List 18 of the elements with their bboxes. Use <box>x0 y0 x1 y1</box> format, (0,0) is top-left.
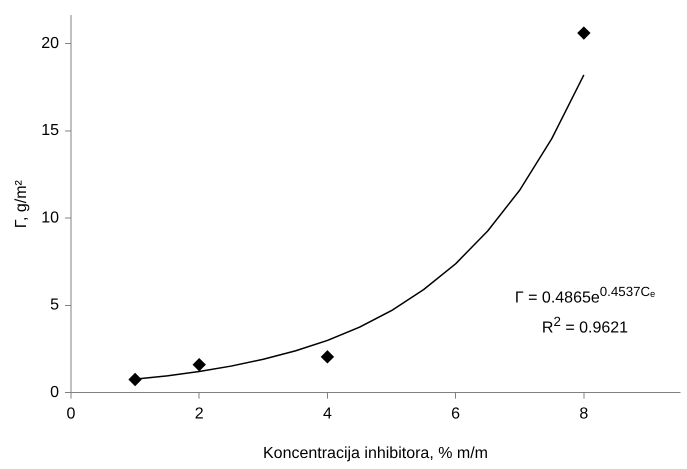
y-tick-label: 0 <box>50 384 60 402</box>
point <box>128 373 142 386</box>
y-tick-label: 15 <box>41 122 60 140</box>
x-tick-label: 6 <box>451 406 460 423</box>
y-tick-label: 10 <box>41 209 60 226</box>
x-tick-label: 2 <box>194 406 204 423</box>
x-tick-label: 8 <box>579 406 588 423</box>
point <box>577 26 590 40</box>
point <box>320 350 334 364</box>
annotation: Γ = 0.4865e$^{0.4537Cₑ}$ <box>514 283 656 308</box>
x-tick-label: 4 <box>322 406 332 423</box>
x-tick-label: 0 <box>66 406 76 423</box>
annotation: R$^{2}$ = 0.9621 <box>540 313 630 339</box>
y-axis-title: Γ, g/m² <box>13 179 30 228</box>
point <box>192 358 206 372</box>
y-tick-label: 5 <box>50 296 60 314</box>
y-tick-label: 20 <box>41 34 60 52</box>
x-axis-title: Koncentracija inhibitora, % m/m <box>263 444 488 462</box>
